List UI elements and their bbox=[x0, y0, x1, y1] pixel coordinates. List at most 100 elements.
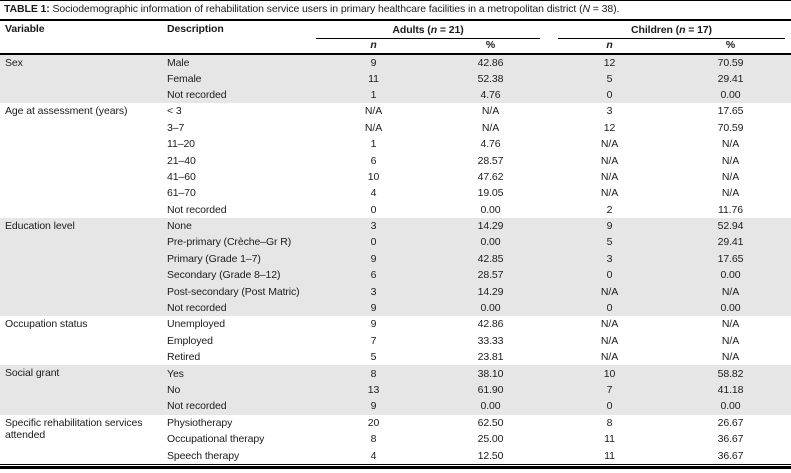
children-pct-cell: N/A bbox=[721, 334, 740, 347]
children-n-cell: 0 bbox=[606, 302, 613, 315]
table-row: Retired 5 23.81 N/A N/A bbox=[0, 349, 791, 365]
children-n-cell: 10 bbox=[603, 367, 616, 380]
description-cell: Yes bbox=[167, 367, 184, 380]
table-row: Not recorded 9 0.00 0 0.00 bbox=[0, 398, 791, 415]
variable-cell: Education level bbox=[5, 219, 75, 232]
adults-n-symbol: n bbox=[430, 24, 438, 36]
description-cell: 21–40 bbox=[167, 154, 196, 167]
children-n-cell: 0 bbox=[606, 269, 613, 282]
description-cell: Unemployed bbox=[167, 318, 225, 331]
table-row: Not recorded 1 4.76 0 0.00 bbox=[0, 86, 791, 104]
adults-n-cell: 0 bbox=[370, 236, 377, 249]
description-cell: 41–60 bbox=[167, 170, 196, 183]
description-cell: No bbox=[167, 383, 181, 396]
adults-n-cell: 1 bbox=[370, 138, 377, 151]
table-row: 41–60 10 47.62 N/A N/A bbox=[0, 169, 791, 185]
adults-pct-cell: 62.50 bbox=[477, 416, 504, 429]
children-count: 17 bbox=[697, 24, 709, 36]
children-pct-cell: N/A bbox=[721, 170, 740, 183]
column-group-children: Children (n = 17) bbox=[549, 21, 791, 39]
adults-pct-cell: 0.00 bbox=[480, 203, 501, 216]
adults-pct-cell: 14.29 bbox=[477, 220, 504, 233]
children-pct-cell: N/A bbox=[721, 154, 740, 167]
table-row: 61–70 4 19.05 N/A N/A bbox=[0, 185, 791, 201]
children-pct-cell: 0.00 bbox=[720, 88, 741, 101]
children-pct-column-header: % bbox=[725, 39, 736, 51]
children-pct-cell: 29.41 bbox=[717, 236, 744, 249]
description-cell: Not recorded bbox=[167, 203, 227, 216]
adults-n-cell: 9 bbox=[370, 56, 377, 69]
adults-n-cell: 20 bbox=[367, 416, 380, 429]
children-pct-cell: 11.76 bbox=[718, 203, 743, 216]
children-pct-cell: N/A bbox=[721, 351, 740, 364]
variable-cell: Occupation status bbox=[5, 318, 88, 331]
table-caption-text: Sociodemographic information of rehabili… bbox=[52, 3, 583, 15]
adults-n-cell: 0 bbox=[370, 203, 377, 216]
children-pct-cell: 70.59 bbox=[717, 56, 744, 69]
table-row: 11–20 1 4.76 N/A N/A bbox=[0, 136, 791, 152]
children-n-cell: 0 bbox=[606, 88, 613, 101]
adults-n-cell: 3 bbox=[370, 220, 377, 233]
children-pct-cell: 29.41 bbox=[717, 72, 744, 85]
table-row: Social grant Yes 8 38.10 10 58.82 bbox=[0, 365, 791, 382]
table-row: Age at assessment (years) < 3 N/A N/A 3 17.65 bbox=[0, 103, 791, 119]
adults-n-cell: 8 bbox=[370, 433, 377, 446]
children-pct-cell: N/A bbox=[721, 318, 740, 331]
description-cell: 3–7 bbox=[167, 121, 185, 134]
children-pct-cell: 0.00 bbox=[720, 269, 741, 282]
children-n-cell: 5 bbox=[606, 72, 613, 85]
adults-n-cell: 11 bbox=[368, 72, 379, 85]
children-pct-cell: 36.67 bbox=[717, 433, 744, 446]
table-row: Secondary (Grade 8–12) 6 28.57 0 0.00 bbox=[0, 267, 791, 284]
variable-cell: Specific rehabilitation services attende… bbox=[5, 416, 143, 441]
adults-n-cell: 4 bbox=[370, 449, 377, 462]
column-header-variable: Variable bbox=[5, 23, 45, 35]
empty-header-cell bbox=[162, 39, 315, 54]
description-cell: Speech therapy bbox=[167, 449, 240, 462]
table-caption-end: = 38). bbox=[589, 3, 620, 15]
children-pct-cell: 17.65 bbox=[717, 105, 744, 118]
children-n-cell: 3 bbox=[606, 105, 613, 118]
table-row: 21–40 6 28.57 N/A N/A bbox=[0, 152, 791, 168]
table-head: Variable Description Adults (n = 21) Chi… bbox=[0, 21, 791, 54]
column-group-adults: Adults (n = 21) bbox=[315, 21, 549, 39]
table-row: No 13 61.90 7 41.18 bbox=[0, 381, 791, 399]
children-n-cell: N/A bbox=[600, 318, 619, 331]
children-n-cell: 12 bbox=[603, 56, 616, 69]
description-cell: Occupational therapy bbox=[167, 433, 265, 446]
adults-n-column-header: n bbox=[370, 39, 377, 51]
variable-cell: Age at assessment (years) bbox=[5, 105, 128, 118]
children-n-cell: 8 bbox=[606, 416, 613, 429]
description-cell: Not recorded bbox=[167, 302, 227, 315]
adults-n-cell: 9 bbox=[370, 400, 377, 413]
children-pct-cell: 26.67 bbox=[717, 416, 744, 429]
table-row: 3–7 N/A N/A 12 70.59 bbox=[0, 120, 791, 136]
table-wrap: Variable Description Adults (n = 21) Chi… bbox=[0, 21, 791, 465]
description-cell: Employed bbox=[167, 334, 213, 347]
description-cell: 11–20 bbox=[167, 138, 195, 151]
adults-pct-cell: 42.85 bbox=[477, 252, 504, 265]
children-n-cell: 3 bbox=[606, 252, 613, 265]
adults-pct-cell: 4.76 bbox=[480, 88, 501, 101]
adults-pct-cell: N/A bbox=[481, 121, 500, 134]
children-n-cell: 7 bbox=[606, 383, 613, 396]
table-body: Sex Male 9 42.86 12 70.59 Female 11 52.38 5 29.41 N… bbox=[0, 54, 791, 464]
adults-n-cell: 6 bbox=[370, 154, 377, 167]
adults-pct-cell: 14.29 bbox=[477, 285, 504, 298]
description-cell: Secondary (Grade 8–12) bbox=[167, 269, 281, 282]
children-n-cell: N/A bbox=[600, 138, 619, 151]
adults-n-cell: 8 bbox=[370, 367, 377, 380]
adults-pct-cell: 19.05 bbox=[477, 187, 504, 200]
children-n-cell: N/A bbox=[600, 351, 619, 364]
description-cell: Female bbox=[167, 72, 202, 85]
adults-n-cell: 13 bbox=[367, 383, 380, 396]
table-row: Occupation status Unemployed 9 42.86 N/A N/A bbox=[0, 316, 791, 332]
adults-pct-cell: 42.86 bbox=[477, 56, 504, 69]
table-title: TABLE 1: Sociodemographic information of… bbox=[0, 0, 791, 21]
children-pct-cell: 0.00 bbox=[720, 400, 741, 413]
table-row: Not recorded 9 0.00 0 0.00 bbox=[0, 299, 791, 317]
children-pct-cell: 41.18 bbox=[717, 383, 744, 396]
adults-count: 21 bbox=[448, 24, 461, 36]
adults-n-cell: 10 bbox=[367, 170, 380, 183]
